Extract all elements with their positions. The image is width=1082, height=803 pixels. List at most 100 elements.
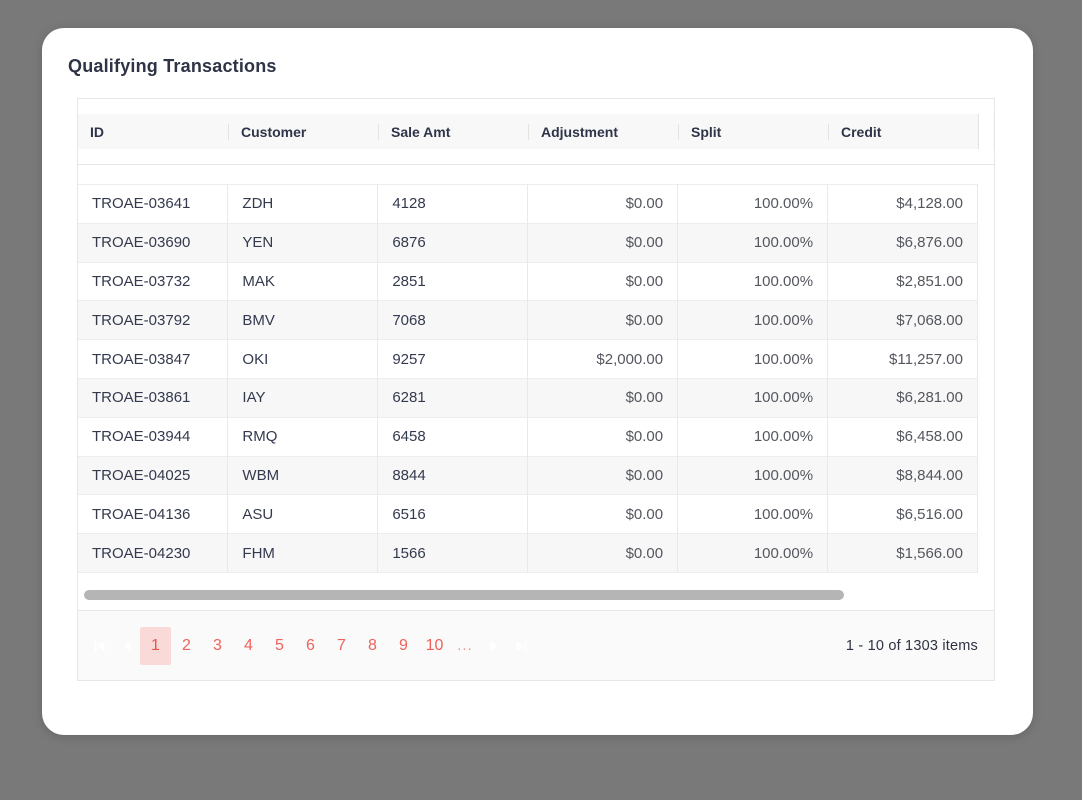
cell-customer: ZDH bbox=[227, 184, 378, 224]
cell-sale-amt: 1566 bbox=[377, 533, 528, 573]
page-title: Qualifying Transactions bbox=[68, 56, 277, 76]
cell-split: 100.00% bbox=[677, 417, 828, 457]
cell-customer: FHM bbox=[227, 533, 378, 573]
cell-customer: ASU bbox=[227, 494, 378, 534]
cell-customer: IAY bbox=[227, 378, 378, 418]
cell-customer: WBM bbox=[227, 456, 378, 495]
first-page-button[interactable] bbox=[86, 627, 113, 665]
header-scrollbar-gutter bbox=[978, 114, 993, 149]
next-page-icon bbox=[488, 639, 500, 653]
page-button-10[interactable]: 10 bbox=[425, 636, 444, 654]
cell-credit: $7,068.00 bbox=[827, 300, 978, 340]
page-button-9[interactable]: 9 bbox=[399, 636, 408, 654]
cell-split: 100.00% bbox=[677, 378, 828, 418]
cell-sale-amt: 6876 bbox=[377, 223, 528, 263]
cell-adjustment: $0.00 bbox=[527, 262, 678, 301]
cell-customer: BMV bbox=[227, 300, 378, 340]
cell-sale-amt: 6281 bbox=[377, 378, 528, 418]
pager: 1 2 3 4 5 6 7 8 9 10 ... 1 - 10 of 1303 … bbox=[78, 610, 994, 680]
cell-split: 100.00% bbox=[677, 456, 828, 495]
cell-split: 100.00% bbox=[677, 262, 828, 301]
cell-sale-amt: 9257 bbox=[377, 339, 528, 379]
column-header-id[interactable]: ID bbox=[90, 123, 104, 140]
last-page-icon bbox=[514, 639, 528, 653]
page-button-1[interactable]: 1 bbox=[140, 626, 171, 665]
table-row[interactable]: TROAE-04230 FHM 1566 $0.00 100.00% $1,56… bbox=[78, 533, 978, 573]
cell-customer: MAK bbox=[227, 262, 378, 301]
table-row[interactable]: TROAE-04136 ASU 6516 $0.00 100.00% $6,51… bbox=[78, 494, 978, 534]
column-header-adjustment[interactable]: Adjustment bbox=[528, 123, 678, 140]
cell-adjustment: $0.00 bbox=[527, 300, 678, 340]
cell-sale-amt: 2851 bbox=[377, 262, 528, 301]
cell-id: TROAE-03847 bbox=[92, 350, 191, 368]
cell-customer: RMQ bbox=[227, 417, 378, 457]
cell-adjustment: $0.00 bbox=[527, 533, 678, 573]
table-row[interactable]: TROAE-03792 BMV 7068 $0.00 100.00% $7,06… bbox=[78, 300, 978, 340]
page-button-6[interactable]: 6 bbox=[306, 636, 315, 654]
cell-customer: OKI bbox=[227, 339, 378, 379]
pager-info: 1 - 10 of 1303 items bbox=[845, 637, 978, 654]
page-button-8[interactable]: 8 bbox=[368, 636, 377, 654]
cell-split: 100.00% bbox=[677, 494, 828, 534]
transactions-table: TROAE-03641 ZDH 4128 $0.00 100.00% $4,12… bbox=[78, 184, 978, 573]
table-row[interactable]: TROAE-03944 RMQ 6458 $0.00 100.00% $6,45… bbox=[78, 417, 978, 457]
cell-split: 100.00% bbox=[677, 300, 828, 340]
page-button-5[interactable]: 5 bbox=[275, 636, 284, 654]
next-page-button[interactable] bbox=[480, 627, 507, 665]
page-button-3[interactable]: 3 bbox=[213, 636, 222, 654]
cell-credit: $4,128.00 bbox=[827, 184, 978, 224]
table-row[interactable]: TROAE-04025 WBM 8844 $0.00 100.00% $8,84… bbox=[78, 456, 978, 495]
column-header-sale-amt[interactable]: Sale Amt bbox=[378, 123, 528, 140]
cell-credit: $1,566.00 bbox=[827, 533, 978, 573]
prev-page-icon bbox=[121, 639, 133, 653]
cell-id: TROAE-04136 bbox=[92, 505, 191, 523]
cell-adjustment: $0.00 bbox=[527, 184, 678, 224]
cell-credit: $11,257.00 bbox=[827, 339, 978, 379]
pager-ellipsis[interactable]: ... bbox=[457, 637, 473, 654]
cell-sale-amt: 6458 bbox=[377, 417, 528, 457]
table-row[interactable]: TROAE-03847 OKI 9257 $2,000.00 100.00% $… bbox=[78, 339, 978, 379]
cell-sale-amt: 6516 bbox=[377, 494, 528, 534]
table-row[interactable]: TROAE-03732 MAK 2851 $0.00 100.00% $2,85… bbox=[78, 262, 978, 301]
cell-adjustment: $0.00 bbox=[527, 456, 678, 495]
page-button-2[interactable]: 2 bbox=[182, 636, 191, 654]
cell-split: 100.00% bbox=[677, 339, 828, 379]
cell-customer: YEN bbox=[227, 223, 378, 263]
cell-adjustment: $0.00 bbox=[527, 378, 678, 418]
page-button-4[interactable]: 4 bbox=[244, 636, 253, 654]
cell-id: TROAE-03861 bbox=[92, 389, 191, 407]
cell-id: TROAE-03690 bbox=[92, 234, 191, 252]
cell-adjustment: $0.00 bbox=[527, 223, 678, 263]
cell-adjustment: $0.00 bbox=[527, 494, 678, 534]
cell-id: TROAE-03944 bbox=[92, 428, 191, 446]
scrollbar-thumb[interactable] bbox=[84, 590, 844, 600]
cell-split: 100.00% bbox=[677, 184, 828, 224]
cell-sale-amt: 7068 bbox=[377, 300, 528, 340]
cell-id: TROAE-03641 bbox=[92, 195, 191, 213]
column-header-customer[interactable]: Customer bbox=[228, 123, 378, 140]
cell-credit: $2,851.00 bbox=[827, 262, 978, 301]
last-page-button[interactable] bbox=[507, 627, 534, 665]
horizontal-scrollbar[interactable] bbox=[78, 586, 994, 610]
cell-split: 100.00% bbox=[677, 223, 828, 263]
column-header-split[interactable]: Split bbox=[678, 123, 828, 140]
table-row[interactable]: TROAE-03690 YEN 6876 $0.00 100.00% $6,87… bbox=[78, 223, 978, 263]
cell-credit: $6,458.00 bbox=[827, 417, 978, 457]
cell-credit: $6,281.00 bbox=[827, 378, 978, 418]
cell-sale-amt: 4128 bbox=[377, 184, 528, 224]
table-row[interactable]: TROAE-03861 IAY 6281 $0.00 100.00% $6,28… bbox=[78, 378, 978, 418]
cell-id: TROAE-03732 bbox=[92, 272, 191, 290]
table-row[interactable]: TROAE-03641 ZDH 4128 $0.00 100.00% $4,12… bbox=[78, 184, 978, 224]
qualifying-transactions-card: Qualifying Transactions ID Customer Sale… bbox=[42, 28, 1033, 735]
cell-credit: $6,876.00 bbox=[827, 223, 978, 263]
transactions-grid: ID Customer Sale Amt Adjustment Split Cr… bbox=[77, 98, 995, 681]
cell-id: TROAE-03792 bbox=[92, 311, 191, 329]
column-header-credit[interactable]: Credit bbox=[828, 123, 978, 140]
grid-header-row: ID Customer Sale Amt Adjustment Split Cr… bbox=[78, 114, 994, 149]
cell-id: TROAE-04025 bbox=[92, 466, 191, 484]
prev-page-button[interactable] bbox=[113, 627, 140, 665]
cell-sale-amt: 8844 bbox=[377, 456, 528, 495]
cell-split: 100.00% bbox=[677, 533, 828, 573]
page-button-7[interactable]: 7 bbox=[337, 636, 346, 654]
